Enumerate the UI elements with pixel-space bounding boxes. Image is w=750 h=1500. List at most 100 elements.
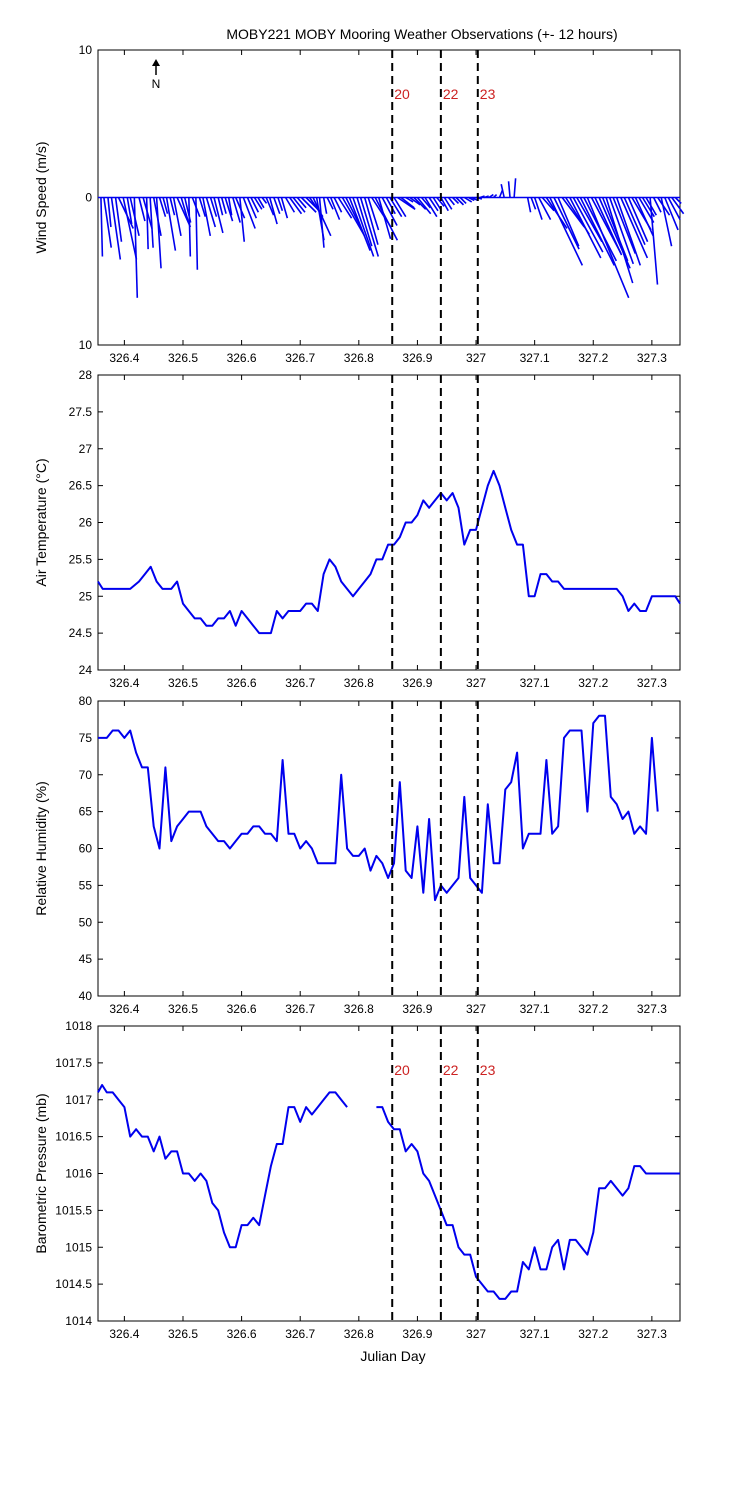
wind-stick	[452, 196, 460, 204]
wind-stick	[326, 197, 334, 210]
wind-stick	[507, 181, 511, 198]
series-line	[376, 1106, 680, 1300]
x-tick-label: 327.3	[637, 1002, 667, 1016]
y-tick-label: 1016	[65, 1167, 92, 1181]
x-axis-label: Julian Day	[360, 1348, 425, 1364]
wind-stick	[459, 196, 467, 204]
figure-title: MOBY221 MOBY Mooring Weather Observation…	[226, 26, 617, 42]
wind-stick	[110, 197, 122, 260]
wind-stick	[280, 197, 289, 219]
y-axis-label: Barometric Pressure (mb)	[33, 1093, 49, 1253]
wind-stick	[145, 197, 149, 250]
wind-stick	[300, 196, 317, 213]
wind-stick	[664, 197, 679, 231]
wind-stick	[541, 196, 555, 212]
wind-stick	[205, 197, 217, 228]
x-tick-label: 326.7	[285, 1002, 315, 1016]
x-tick-label: 326.5	[168, 1002, 198, 1016]
wind-stick	[217, 197, 224, 216]
y-tick-label: 26	[79, 516, 93, 530]
wind-stick	[227, 197, 233, 216]
x-tick-label: 326.5	[168, 1327, 198, 1341]
wind-stick	[424, 197, 438, 218]
x-tick-label: 326.6	[227, 1002, 257, 1016]
wind-stick	[261, 197, 268, 204]
x-tick-label: 327	[466, 676, 486, 690]
y-axis-label: Air Temperature (°C)	[33, 458, 49, 586]
series-line	[97, 469, 681, 635]
x-tick-label: 326.7	[285, 1327, 315, 1341]
wind-stick	[296, 196, 307, 209]
x-tick-label: 327	[466, 351, 486, 365]
x-tick-label: 327.1	[520, 676, 550, 690]
wind-stick	[576, 197, 603, 243]
wind-stick	[413, 196, 427, 210]
wind-stick	[549, 197, 584, 266]
y-tick-label: 25	[79, 589, 93, 603]
wind-stick	[641, 197, 655, 218]
wind-stick	[572, 197, 604, 253]
y-tick-label: 65	[79, 805, 93, 819]
y-tick-label: 25.5	[69, 552, 93, 566]
wind-stick	[660, 197, 673, 247]
wind-stick	[250, 197, 260, 213]
y-tick-label: 1014.5	[55, 1277, 92, 1291]
x-tick-label: 326.5	[168, 676, 198, 690]
y-tick-label: 24.5	[69, 626, 93, 640]
wind-stick	[138, 197, 146, 222]
series-line	[98, 714, 659, 902]
wind-stick	[652, 197, 662, 213]
x-tick-label: 326.9	[402, 676, 432, 690]
wind-stick	[268, 197, 278, 225]
panel-wind: 10 0 10 326.4 326.5 326.6 326.7 326.8 326.9 327 32…	[33, 43, 685, 365]
wind-stick	[420, 196, 431, 209]
wind-stick	[393, 197, 407, 218]
wind-stick	[405, 196, 414, 203]
wind-stick	[615, 197, 642, 266]
y-axis-label: Relative Humidity (%)	[33, 781, 49, 916]
y-tick-label: 1018	[65, 1019, 92, 1033]
y-tick-label: 1015	[65, 1240, 92, 1254]
event-marker-label: 22	[443, 86, 459, 102]
wind-stick	[569, 197, 602, 259]
event-marker-label: 20	[394, 86, 410, 102]
wind-stick	[126, 197, 133, 225]
wind-stick	[337, 197, 353, 219]
wind-stick	[493, 193, 498, 199]
wind-stick	[220, 197, 227, 214]
y-tick-label: 1014	[65, 1314, 92, 1328]
y-tick-label: 0	[85, 191, 92, 205]
event-marker-label: 22	[443, 1062, 459, 1078]
wind-stick	[428, 197, 439, 212]
y-tick-label: 10	[79, 338, 93, 352]
wind-stick	[195, 197, 199, 270]
x-tick-label: 326.4	[109, 676, 139, 690]
wind-stick	[612, 197, 637, 254]
wind-stick	[107, 197, 112, 228]
y-tick-label: 26.5	[69, 479, 93, 493]
wind-stick	[122, 197, 138, 260]
x-tick-label: 326.6	[227, 351, 257, 365]
x-tick-label: 327.2	[578, 1327, 608, 1341]
wind-stick	[363, 197, 379, 245]
x-tick-label: 326.4	[109, 1002, 139, 1016]
y-tick-label: 55	[79, 878, 93, 892]
x-tick-label: 327	[466, 1327, 486, 1341]
wind-stick	[436, 196, 445, 207]
wind-stick	[209, 197, 218, 217]
wind-stick	[169, 197, 176, 216]
wind-stick	[273, 197, 281, 214]
wind-stick	[483, 195, 489, 199]
wind-stick	[158, 197, 167, 217]
x-tick-label: 327	[466, 1002, 486, 1016]
wind-stick	[213, 197, 224, 234]
wind-stick	[605, 197, 634, 284]
y-tick-label: 40	[79, 989, 93, 1003]
wind-stick	[253, 197, 263, 210]
wind-stick	[257, 197, 265, 209]
y-tick-label: 1017	[65, 1093, 92, 1107]
plot-frame	[97, 374, 681, 671]
wind-stick	[103, 197, 113, 248]
x-tick-label: 326.5	[168, 351, 198, 365]
